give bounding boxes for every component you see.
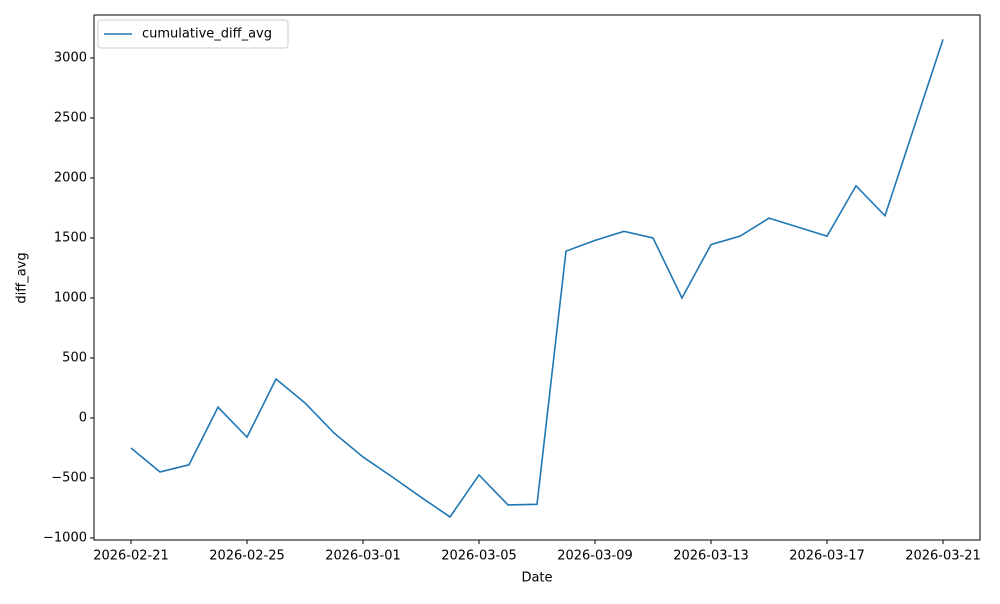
y-tick-label: −1000 [43, 530, 87, 545]
y-tick-label: 2500 [54, 110, 87, 125]
x-tick-label: 2026-02-25 [209, 549, 285, 564]
x-tick-label: 2026-03-09 [557, 549, 633, 564]
data-line [130, 39, 944, 519]
y-tick-label: 500 [62, 350, 87, 365]
legend-box [97, 19, 289, 49]
x-tick-label: 2026-03-21 [905, 549, 981, 564]
y-tick-label: 0 [79, 410, 87, 425]
y-tick-label: −500 [51, 470, 87, 485]
x-axis-label: Date [521, 571, 552, 586]
legend-label: cumulative_diff_avg [142, 27, 272, 42]
y-tick-label: 3000 [54, 50, 87, 65]
x-tick-label: 2026-03-13 [673, 549, 749, 564]
x-tick-label: 2026-03-01 [325, 549, 401, 564]
x-tick-label: 2026-03-17 [789, 549, 865, 564]
x-tick-label: 2026-02-21 [93, 549, 169, 564]
y-tick-label: 1500 [54, 230, 87, 245]
y-tick-label: 2000 [54, 170, 87, 185]
y-axis-label: diff_avg [15, 252, 30, 303]
y-tick-label: 1000 [54, 290, 87, 305]
plot-frame [93, 14, 981, 541]
x-tick-label: 2026-03-05 [441, 549, 517, 564]
